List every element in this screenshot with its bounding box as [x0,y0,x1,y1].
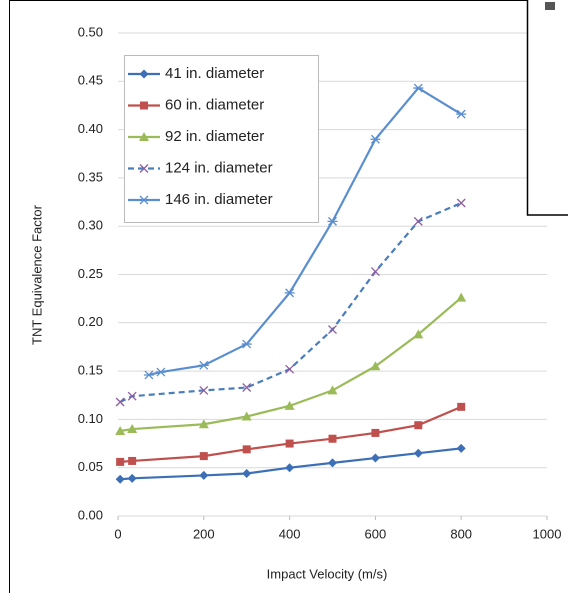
marker [127,424,138,434]
marker [456,443,466,453]
marker [284,288,295,298]
legend-label: 146 in. diameter [165,191,273,208]
legend-label: 41 in. diameter [165,65,264,82]
series-line [119,296,462,433]
marker [413,83,424,93]
marker [242,383,252,392]
series-line [119,202,462,404]
marker [456,292,467,302]
marker [328,458,337,468]
overlay-icon [545,2,555,10]
marker [413,329,424,339]
marker [115,397,125,407]
y-tick-label: 0.45 [78,73,103,88]
marker [139,195,149,205]
y-tick-label: 0.10 [78,411,103,426]
marker [413,448,423,458]
marker [370,361,381,371]
marker [140,101,148,110]
marker [371,428,380,437]
marker [128,456,137,465]
marker [370,134,381,144]
x-tick-label: 600 [365,526,387,541]
x-tick-label: 800 [450,526,472,541]
y-tick-label: 0.05 [78,459,103,474]
marker [139,69,149,79]
marker [370,453,380,463]
marker [328,325,337,335]
legend-label: 92 in. diameter [165,128,264,145]
marker [139,164,149,173]
marker [199,470,209,480]
marker [414,421,423,430]
marker [116,457,125,466]
legend-label: 124 in. diameter [165,159,273,176]
marker [456,198,466,208]
marker [127,473,137,483]
marker [155,367,166,377]
marker [284,400,295,410]
x-tick-label: 400 [279,526,301,541]
x-tick-label: 1000 [533,526,562,541]
y-tick-label: 0.00 [78,507,103,522]
x-tick-label: 0 [114,526,121,541]
marker [241,411,252,421]
marker [328,434,337,443]
marker [198,360,209,370]
marker [241,339,252,349]
y-tick-label: 0.15 [78,363,103,378]
marker [115,425,126,435]
marker [327,385,338,395]
marker [456,109,467,119]
y-axis-label: TNT Equivalence Factor [29,204,44,345]
legend-label: 60 in. diameter [165,96,264,113]
marker [139,132,149,141]
marker [115,474,125,484]
marker [199,385,209,395]
marker [285,364,295,374]
overlay-window [526,0,568,216]
y-tick-label: 0.20 [78,314,103,329]
marker [413,216,423,226]
marker [327,216,338,226]
marker [285,463,295,473]
legend-box [124,55,319,223]
marker [285,439,294,448]
marker [198,419,209,429]
x-tick-label: 200 [193,526,215,541]
marker [127,391,137,401]
marker [370,267,380,277]
marker [143,370,154,380]
y-tick-label: 0.30 [78,218,103,233]
marker [242,468,252,478]
y-tick-label: 0.50 [78,24,103,39]
series-line [120,447,462,481]
y-tick-label: 0.35 [78,169,103,184]
x-axis-label: Impact Velocity (m/s) [267,566,388,581]
marker [242,445,251,454]
marker [457,402,466,411]
marker [199,452,208,461]
y-tick-label: 0.25 [78,266,103,281]
y-tick-label: 0.40 [78,121,103,136]
